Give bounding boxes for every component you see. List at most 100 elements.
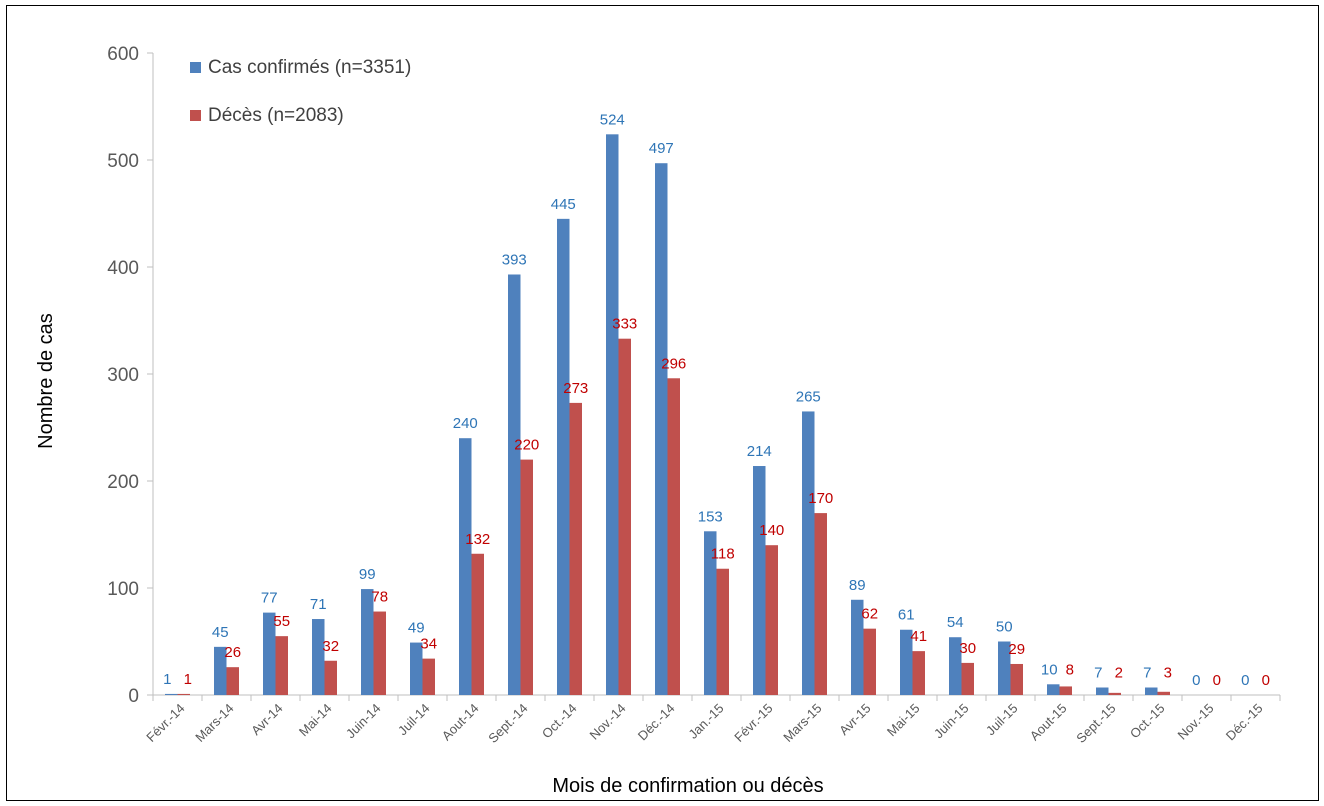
y-tick-label: 600 [107,44,139,65]
bar-deaths [471,553,484,695]
x-tick-label: Aout-15 [1027,701,1070,744]
x-tick-label: Aout-14 [439,701,482,744]
bar-deaths [1157,691,1170,695]
x-tick-label: Avr-15 [836,701,874,739]
x-tick-label: Sept.-14 [485,701,530,746]
data-label-confirmed: 89 [849,577,866,594]
bar-confirmed [263,612,276,695]
data-label-deaths: 29 [1008,641,1025,658]
bar-deaths [863,628,876,695]
data-label-deaths: 32 [322,638,339,655]
bar-confirmed [949,637,962,695]
bar-confirmed [998,641,1011,695]
bar-deaths [422,658,435,695]
data-label-confirmed: 99 [359,566,376,583]
data-labels: 1 145267755713299784934240132393220445273… [163,111,1270,689]
data-label-deaths: 55 [273,613,290,630]
y-axis: 0 100 200 300 400 500 600 [107,44,154,707]
y-tick-label: 500 [107,151,139,172]
legend-label-deaths: Décès (n=2083) [208,105,344,126]
y-tick-label: 200 [107,472,139,493]
data-label-deaths: 26 [224,644,241,661]
bar-confirmed [802,411,815,695]
data-label-deaths: 118 [711,546,735,563]
data-label-deaths: 333 [612,316,637,333]
bar-deaths [324,660,337,695]
data-label-deaths: 41 [910,628,927,645]
bar-confirmed [557,218,570,695]
bar-deaths [373,611,386,695]
bar-confirmed [410,642,423,695]
data-label-deaths: 296 [661,355,686,372]
data-label-confirmed: 7 [1143,665,1151,682]
chart-frame: 0 100 200 300 400 500 600 Févr.-14 Mars-14 Avr-1… [6,5,1319,801]
y-tick-label: 400 [107,258,139,279]
x-tick-label: Févr.-15 [731,701,775,745]
bar-confirmed [165,693,178,695]
x-tick-label: Juil-14 [395,701,433,739]
data-label-confirmed: 49 [408,620,425,637]
bars [165,134,1170,695]
data-label-confirmed: 54 [947,614,964,631]
data-label-deaths: 34 [420,636,437,653]
data-label-deaths: 3 [1164,665,1172,682]
bar-deaths [569,402,582,695]
data-label-deaths: 220 [514,437,539,454]
bar-deaths [765,545,778,695]
bar-confirmed [508,274,521,695]
data-label-deaths: 2 [1115,665,1123,682]
data-label-confirmed: 71 [310,596,327,613]
x-axis-title: Mois de confirmation ou décès [552,775,823,797]
bar-deaths [814,513,827,695]
data-label-deaths: 132 [465,531,490,548]
bar-confirmed [361,589,374,695]
legend-swatch-deaths [190,110,201,121]
data-label-confirmed: 7 [1094,665,1102,682]
bar-deaths [1108,692,1121,695]
data-label-deaths: 0 [1213,672,1221,689]
data-label-deaths: 78 [371,589,388,606]
y-axis-title: Nombre de cas [35,313,57,449]
data-label-deaths: 273 [563,380,588,397]
x-tick-label: Mai-15 [884,701,923,740]
data-label-confirmed: 153 [698,508,723,525]
data-label-deaths: 170 [808,490,833,507]
legend: Cas confirmés (n=3351) Décès (n=2083) [190,57,411,126]
y-tick-label: 100 [107,579,139,600]
y-tick-label: 0 [128,686,139,707]
data-label-confirmed: 45 [212,624,229,641]
x-tick-label: Déc.-15 [1223,701,1266,744]
data-label-confirmed: 50 [996,619,1013,636]
bar-deaths [1010,663,1023,695]
x-tick-label: Mars-14 [192,701,236,745]
bar-confirmed [1096,687,1109,695]
x-tick-label: Avr-14 [248,701,286,739]
x-tick-label: Nov.-15 [1175,701,1217,743]
bar-confirmed [753,466,766,695]
bar-deaths [1059,686,1072,695]
legend-swatch-confirmed [190,62,201,73]
data-label-deaths: 0 [1262,672,1270,689]
x-tick-label: Juin-15 [931,701,972,742]
bar-confirmed [704,531,717,695]
bar-deaths [667,378,680,695]
bar-confirmed [851,599,864,695]
data-label-deaths: 1 [184,671,192,688]
y-tick-label: 300 [107,365,139,386]
bar-confirmed [1047,684,1060,695]
data-label-confirmed: 0 [1241,672,1249,689]
data-label-confirmed: 524 [600,111,625,128]
bar-deaths [912,651,925,695]
x-tick-label: Mars-15 [780,701,824,745]
data-label-confirmed: 393 [502,251,527,268]
x-tick-label: Jan.-15 [685,701,726,742]
x-tick-label: Oct.-14 [539,701,580,742]
data-label-confirmed: 265 [796,388,821,405]
bar-confirmed [900,629,913,695]
x-tick-label: Mai-14 [296,701,335,740]
data-label-deaths: 8 [1066,661,1074,678]
bar-deaths [275,636,288,695]
data-label-confirmed: 240 [453,415,478,432]
legend-label-confirmed: Cas confirmés (n=3351) [208,57,411,78]
